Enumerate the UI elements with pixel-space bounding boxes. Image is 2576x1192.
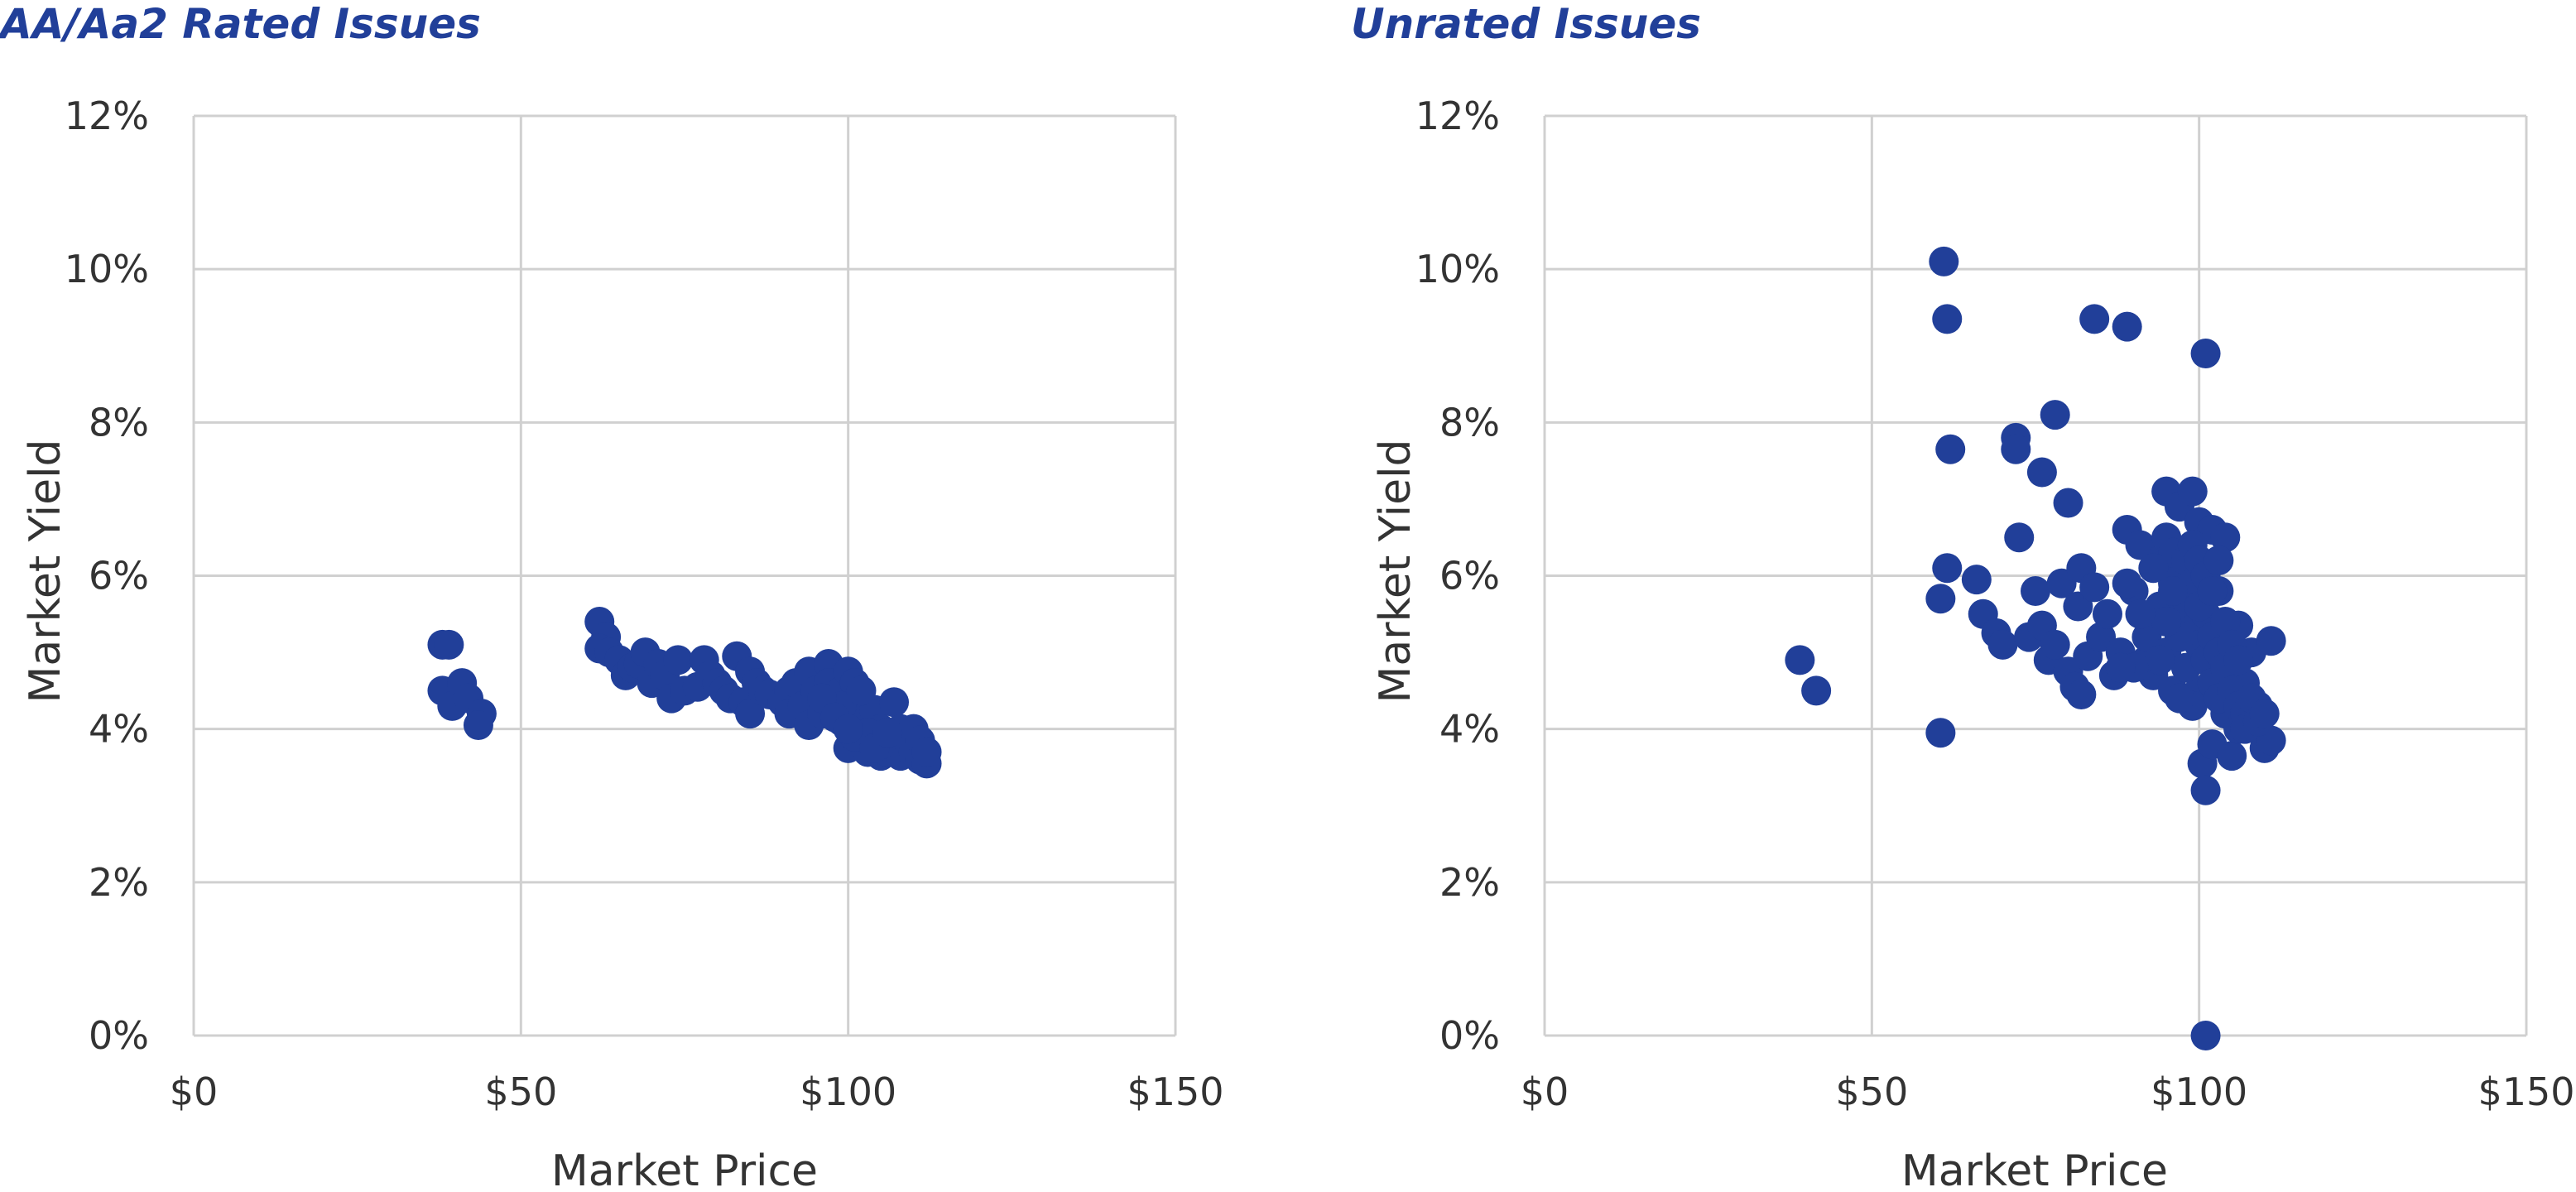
y-tick-label: 0% <box>89 1013 149 1058</box>
y-tick-label: 2% <box>1439 860 1500 905</box>
y-tick-label: 0% <box>1439 1013 1500 1058</box>
scatter-point <box>735 699 766 729</box>
x-tick-label: $100 <box>800 1069 896 1114</box>
scatter-point <box>1932 553 1963 584</box>
x-tick-label: $0 <box>170 1069 219 1114</box>
x-tick-label: $150 <box>2477 1069 2574 1114</box>
y-tick-label: 10% <box>1415 247 1500 291</box>
scatter-point <box>872 718 903 748</box>
y-tick-label: 6% <box>89 554 149 598</box>
y-axis-title: Market Yield <box>21 439 70 703</box>
scatter-point <box>911 737 942 767</box>
x-axis-title: Market Price <box>551 1146 818 1192</box>
scatter-point <box>1929 246 1959 276</box>
scatter-point <box>2190 339 2221 369</box>
scatter-point <box>2217 741 2247 771</box>
scatter-point <box>2112 311 2142 342</box>
scatter-point <box>2040 400 2070 430</box>
x-tick-label: $50 <box>484 1069 557 1114</box>
scatter-point <box>2197 576 2228 607</box>
scatter-point <box>2204 545 2234 575</box>
y-tick-label: 8% <box>89 400 149 445</box>
x-tick-labels: $0 $50 $100 $150 <box>170 1069 1224 1114</box>
y-tick-label: 6% <box>1439 554 1500 598</box>
y-tick-label: 10% <box>65 247 149 291</box>
y-tick-label: 12% <box>65 94 149 138</box>
scatter-point <box>2145 645 2175 675</box>
scatter-point <box>2177 476 2208 507</box>
chart-panel-rated: AA/Aa2 Rated Issues 0%2%4%6%8%10%12% $0 $… <box>0 0 1224 1192</box>
scatter-point <box>2112 568 2142 598</box>
scatter-point <box>2256 626 2286 656</box>
scatter-point <box>1935 434 1966 464</box>
scatter-point <box>2105 652 2136 683</box>
scatter-point <box>2249 699 2280 729</box>
scatter-point <box>2151 607 2182 637</box>
scatter-point <box>434 629 464 660</box>
chart-title: Unrated Issues <box>1351 0 1701 48</box>
scatter-point <box>1987 629 2018 660</box>
scatter-point <box>2001 434 2031 464</box>
scatter-point <box>2190 1021 2221 1050</box>
y-tick-label: 8% <box>1439 400 1500 445</box>
scatter-point <box>2223 645 2254 675</box>
scatter-point <box>2021 576 2050 607</box>
scatter-point <box>2053 488 2083 518</box>
scatter-points <box>1785 246 2286 1050</box>
grid <box>192 114 1177 1037</box>
x-tick-label: $100 <box>2151 1069 2247 1114</box>
y-tick-labels: 0% 2% 4% 6% 8% 10% 12% <box>1415 94 1500 1058</box>
scatter-point <box>2092 598 2122 629</box>
y-tick-label: 2% <box>89 860 149 905</box>
x-tick-labels: $0 $50 $100 $150 <box>1521 1069 2575 1114</box>
scatter-point <box>2040 629 2070 660</box>
scatter-point <box>2190 775 2221 805</box>
scatter-point <box>663 645 694 675</box>
y-axis-title: Market Yield <box>1371 439 1420 703</box>
scatter-point <box>2138 553 2169 584</box>
y-tick-label: 12% <box>1415 94 1500 138</box>
scatter-point <box>1961 565 1992 595</box>
scatter-point <box>1801 675 1832 706</box>
scatter-point <box>2004 522 2035 553</box>
y-tick-labels: 0% 2% 4% 6% 8% 10% 12% <box>65 94 149 1058</box>
scatter-point <box>1925 718 1956 748</box>
grid <box>1543 114 2528 1037</box>
y-tick-label: 4% <box>1439 707 1500 752</box>
x-tick-label: $150 <box>1127 1069 1223 1114</box>
scatter-point <box>833 714 863 744</box>
scatter-point <box>2164 683 2194 714</box>
x-tick-label: $50 <box>1835 1069 1908 1114</box>
x-tick-label: $0 <box>1521 1069 1569 1114</box>
scatter-point <box>2158 576 2189 607</box>
scatter-point <box>1932 304 1963 334</box>
y-tick-label: 4% <box>89 707 149 752</box>
scatter-point <box>2066 680 2097 710</box>
chart-panel-unrated: Unrated Issues 0% 2% 4% 6% 8% 10% 12% $0 $50 $10… <box>1351 0 2575 1192</box>
scatter-point <box>2079 572 2110 603</box>
scatter-point <box>2210 607 2241 637</box>
scatter-point <box>879 687 910 718</box>
chart-title: AA/Aa2 Rated Issues <box>0 0 481 48</box>
scatter-point <box>2026 457 2057 488</box>
scatter-point <box>846 675 877 706</box>
scatter-point <box>463 710 493 741</box>
scatter-point <box>2210 522 2241 553</box>
scatter-point <box>2079 304 2110 334</box>
x-axis-title: Market Price <box>1901 1146 2168 1192</box>
scatter-point <box>1925 584 1956 614</box>
scatter-point <box>2125 598 2155 629</box>
scatter-points <box>427 607 942 779</box>
scatter-point <box>1785 645 1815 675</box>
